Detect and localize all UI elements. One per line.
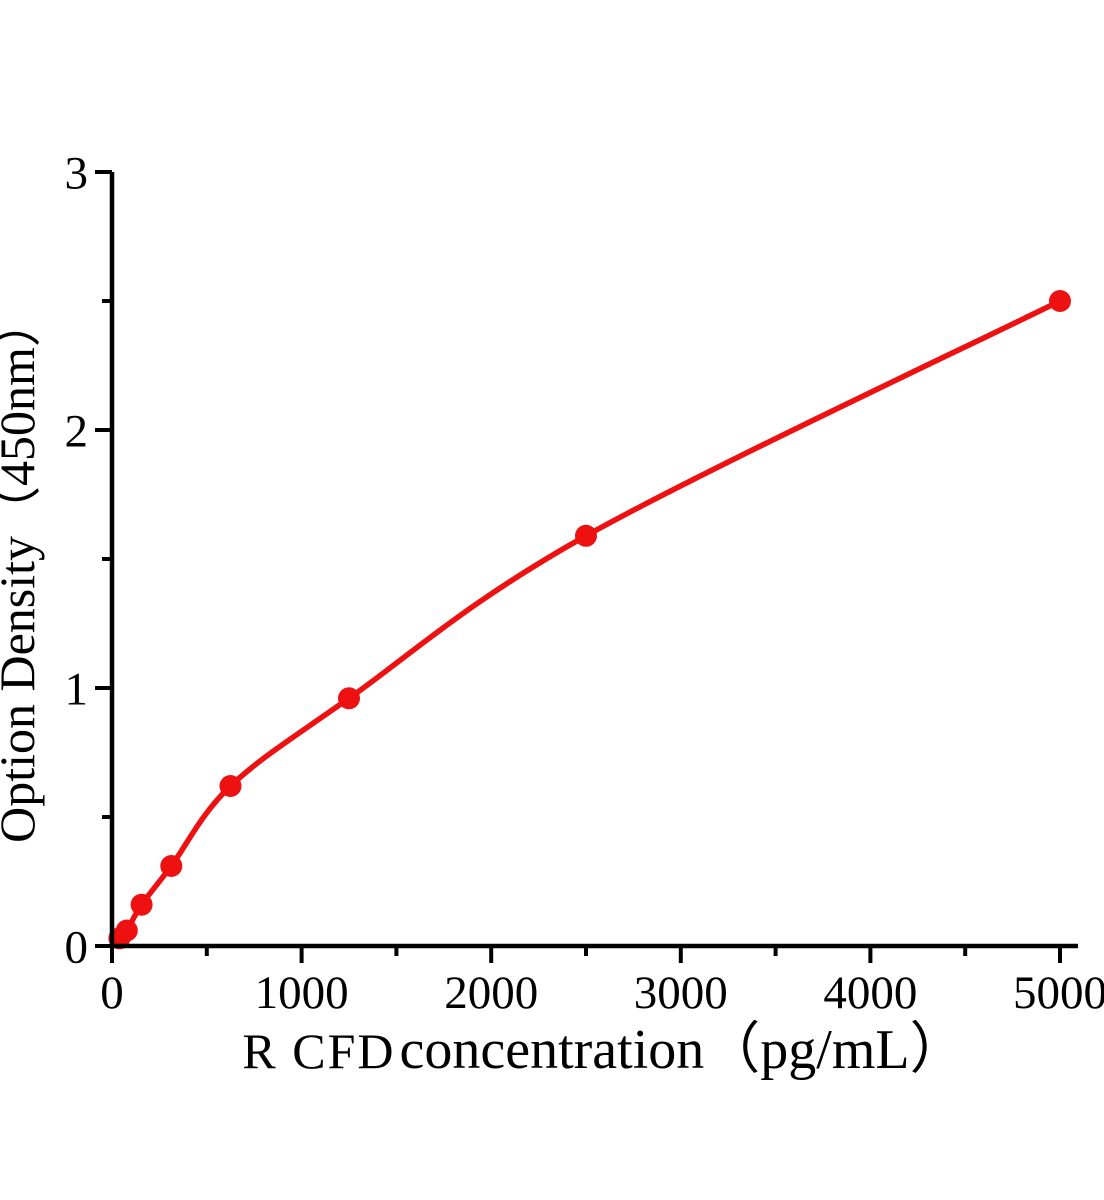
axis-ticks — [95, 170, 1062, 963]
y-tick-label: 2 — [65, 405, 89, 457]
x-tick-label: 4000 — [823, 967, 917, 1019]
axes — [109, 172, 1078, 949]
data-point — [130, 893, 153, 916]
data-point — [1049, 290, 1071, 312]
y-tick-label: 1 — [65, 663, 89, 715]
standard-curve-line — [116, 298, 1063, 942]
data-point — [338, 687, 360, 710]
data-point — [575, 524, 597, 547]
data-point — [219, 775, 242, 797]
x-tick-label: 2000 — [444, 967, 538, 1019]
y-tick-label: 3 — [65, 147, 89, 199]
data-point — [160, 855, 183, 877]
x-axis-title: R CFD concentration（pg/mL） — [242, 1019, 965, 1081]
axis-tick-labels: 0 1000 2000 3000 4000 5000 0 1 2 3 — [65, 147, 1104, 1019]
x-tick-label: 1000 — [255, 967, 349, 1019]
x-axis-title-prefix: R CFD — [242, 1023, 395, 1079]
x-axis-title-unit: concentration（pg/mL） — [400, 1019, 966, 1081]
data-points — [108, 290, 1071, 950]
data-point — [115, 919, 138, 942]
x-tick-label: 3000 — [634, 967, 728, 1019]
x-tick-label: 0 — [100, 967, 124, 1019]
y-axis-title: Option Density（450nm） — [0, 297, 45, 843]
y-tick-label: 0 — [65, 921, 89, 973]
x-tick-label: 5000 — [1013, 967, 1104, 1019]
